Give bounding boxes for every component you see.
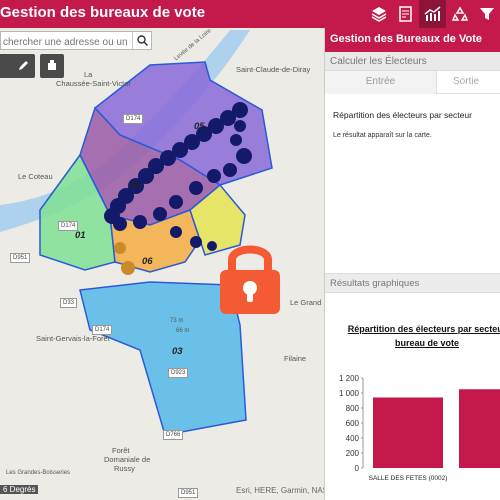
sector-label: 01 — [75, 230, 86, 241]
place-label: La — [84, 70, 93, 79]
place-label: Russy — [114, 464, 135, 473]
x-tick-label: SALLE DES FETES (0002) — [369, 475, 448, 482]
chart-bar — [373, 397, 443, 468]
place-label: Filaine — [284, 354, 307, 363]
road-label: D33 — [60, 298, 78, 308]
y-tick-label: 800 — [346, 404, 360, 413]
chart-title-line2: bureau de vote — [394, 338, 459, 348]
elevation-label: 66 m — [176, 328, 190, 334]
map-attribution: Esri, HERE, Garmin, NASA, NGA, USGS | Es… — [236, 486, 324, 495]
y-tick-label: 200 — [346, 449, 360, 458]
chart-title-line1: Répartition des électeurs par secteur — [347, 324, 500, 334]
chart-line-icon[interactable] — [419, 0, 446, 28]
place-label: Saint-Claude-de-Diray — [236, 65, 311, 74]
road-label: D174 — [58, 221, 79, 231]
poi-marker — [121, 261, 135, 275]
road-label: D923 — [168, 368, 189, 378]
sector-06-shape — [109, 209, 201, 273]
tab-sortie[interactable]: Sortie — [453, 76, 480, 87]
graph-section-header: Résultats graphiques — [325, 273, 500, 293]
lock-icon — [218, 238, 282, 318]
app-title: Gestion des bureaux de vote — [0, 4, 206, 21]
road-label: D951 — [178, 488, 199, 498]
place-label: Saint-Gervais-la-Forêt — [36, 334, 110, 343]
place-label: Domaniale de — [104, 455, 151, 464]
sector-04-shape — [189, 183, 246, 256]
poi-marker — [114, 242, 126, 254]
panel-title: Gestion des Bureaux de Vote — [325, 28, 500, 52]
chart-title: Répartition des électeurs par secteur bu… — [339, 322, 500, 350]
map-view[interactable]: La Chaussée-Saint-Victor Saint-Claude-de… — [0, 28, 324, 500]
y-tick-label: 1 000 — [339, 389, 360, 398]
place-label: Chaussée-Saint-Victor — [56, 79, 131, 88]
place-label: Le Coteau — [18, 172, 53, 181]
map-canvas — [0, 30, 273, 436]
place-label: Forêt — [112, 446, 130, 455]
result-note: Le résultat apparaît sur la carte. — [333, 132, 432, 139]
chart-bar — [459, 389, 500, 468]
tab-bar: Entrée Sortie — [325, 71, 500, 94]
y-tick-label: 600 — [346, 419, 360, 428]
app-header: Gestion des bureaux de vote — [0, 0, 500, 28]
result-title: Répartition des électeurs par secteur — [333, 110, 472, 120]
side-panel: Gestion des Bureaux de Vote Calculer les… — [324, 28, 500, 500]
tab-entree[interactable]: Entrée — [325, 71, 437, 94]
elevation-label: 73 m — [170, 318, 184, 324]
address-search — [0, 31, 152, 51]
search-icon[interactable] — [132, 32, 151, 49]
road-label: D174 — [92, 325, 113, 335]
road-label: D174 — [123, 114, 144, 124]
header-toolbar — [365, 0, 500, 28]
bar-chart: 1 200 1 000 800 600 400 200 0 SALLE DES FETES (… — [339, 374, 500, 482]
sector-label: 06 — [142, 256, 153, 267]
section-header: Calculer les Électeurs — [325, 52, 500, 71]
sector-label: 05 — [194, 121, 205, 132]
pencil-icon[interactable] — [11, 54, 35, 78]
road-label: D766 — [163, 430, 184, 440]
sector-label: 03 — [172, 346, 183, 357]
road-label: D951 — [10, 253, 31, 263]
search-input[interactable] — [1, 34, 131, 51]
place-label: Le Grand Belle — [290, 298, 324, 307]
y-tick-label: 400 — [346, 434, 360, 443]
edit-list-icon[interactable] — [392, 0, 419, 28]
scale-readout: 6 Degrés — [0, 485, 39, 494]
print-icon[interactable] — [40, 54, 64, 78]
layers-icon[interactable] — [365, 0, 392, 28]
y-tick-label: 0 — [355, 464, 360, 473]
y-tick-label: 1 200 — [339, 374, 360, 383]
recycle-icon[interactable] — [446, 0, 473, 28]
place-label: Les Grandes-Boisseries — [6, 470, 71, 476]
sector-label: 02 — [130, 180, 141, 191]
sector-03-shape — [79, 281, 247, 436]
filter-icon[interactable] — [473, 0, 500, 28]
